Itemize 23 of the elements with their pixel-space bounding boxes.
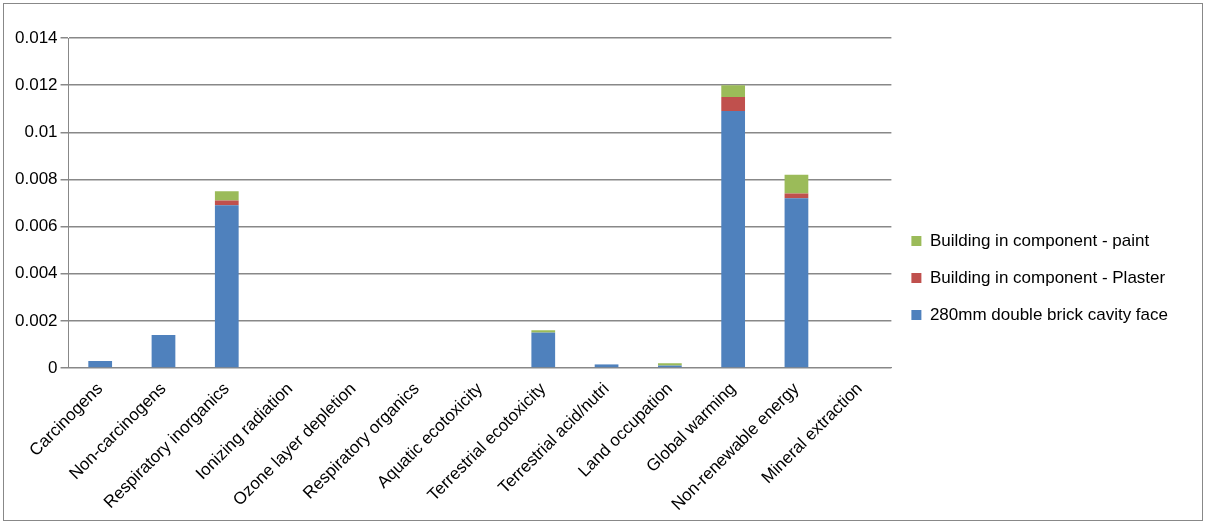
bar: [594, 364, 619, 368]
y-tick-label: 0.01: [24, 121, 58, 141]
y-tick-label: 0.004: [14, 263, 58, 283]
bar: [531, 330, 556, 333]
bar: [214, 191, 239, 201]
bar: [721, 111, 746, 368]
bar: [784, 174, 809, 194]
bar: [88, 360, 113, 368]
legend-label: Building in component - Plaster: [929, 267, 1166, 287]
bar: [151, 334, 176, 368]
y-tick-label: 0.014: [14, 27, 58, 47]
y-tick-label: 0.006: [14, 216, 58, 236]
bar: [721, 96, 746, 112]
legend-label: Building in component - paint: [929, 230, 1150, 250]
bar: [721, 85, 746, 97]
bar: [784, 198, 809, 368]
bar: [531, 332, 556, 368]
y-tick-label: 0.002: [14, 310, 58, 330]
y-tick-label: 0.012: [14, 74, 58, 94]
y-tick-label: 0: [48, 357, 58, 377]
bar: [214, 205, 239, 368]
y-tick-label: 0.008: [14, 169, 58, 189]
legend-label: 280mm double brick cavity face: [929, 304, 1168, 324]
